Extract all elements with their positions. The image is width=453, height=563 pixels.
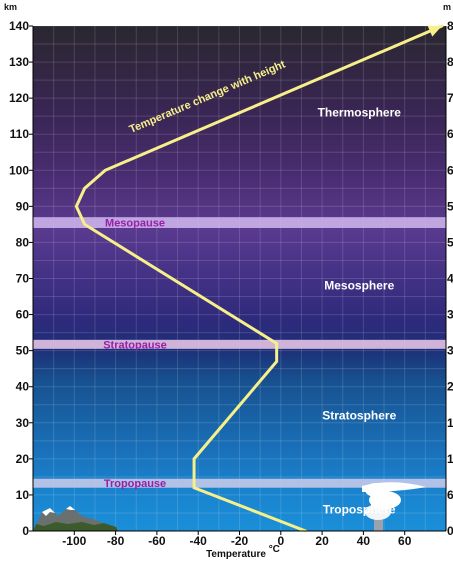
- right-axis-unit-label: m: [443, 2, 451, 12]
- forest-icon: [33, 522, 118, 531]
- x-axis-unit: °C: [269, 544, 280, 555]
- boundary-band-tropopause: [33, 478, 446, 488]
- right-tick-label: 0: [447, 524, 453, 538]
- y-tick-label: 60: [16, 308, 30, 322]
- y-tick-label: 90: [16, 199, 30, 213]
- x-tick-label: -20: [231, 534, 249, 548]
- right-tick-label: 62: [447, 163, 453, 177]
- right-tick-label: 75: [447, 91, 453, 105]
- right-tick-label: 37: [447, 308, 453, 322]
- y-tick-label: 100: [9, 163, 29, 177]
- right-tick-label: 25: [447, 380, 453, 394]
- y-tick-label: 30: [16, 416, 30, 430]
- arrow-head-icon: [427, 25, 442, 37]
- right-tick-label: 19: [447, 416, 453, 430]
- right-tick-label: 6: [447, 488, 453, 502]
- right-tick-label: 50: [447, 235, 453, 249]
- y-tick-label: 10: [16, 488, 30, 502]
- boundary-band-stratopause: [33, 339, 446, 349]
- y-tick-label: 110: [10, 127, 30, 141]
- ground-scenery: [33, 482, 426, 531]
- x-tick-label: -80: [107, 534, 125, 548]
- x-tick-label: 40: [357, 534, 371, 548]
- mountain-snow-icon: [42, 506, 75, 516]
- x-tick-label: 60: [398, 534, 412, 548]
- y-tick-label: 20: [16, 452, 30, 466]
- y-tick-label: 80: [16, 235, 30, 249]
- layer-label-thermosphere: Thermosphere: [318, 106, 402, 120]
- y-tick-label: 0: [22, 524, 29, 538]
- boundary-label-mesopause: Mesopause: [105, 218, 165, 230]
- atmospheric-boundaries: Tropopause Stratopause Mesopause: [33, 217, 446, 490]
- y-tick-label: 140: [9, 19, 29, 33]
- x-tick-label: 0: [277, 534, 284, 548]
- left-axis-unit-label: km: [4, 2, 17, 12]
- storm-cloud-icon: [362, 482, 426, 531]
- layer-label-mesosphere: Mesosphere: [324, 279, 394, 293]
- x-tick-label: 20: [315, 534, 329, 548]
- plot-background: [33, 26, 446, 531]
- right-tick-label: 56: [447, 199, 453, 213]
- labels: Troposphere Stratosphere Mesosphere Thermos…: [318, 106, 402, 517]
- right-tick-label: 31: [447, 344, 453, 358]
- y-tick-label: 40: [16, 380, 30, 394]
- right-tick-label: 81: [447, 55, 453, 69]
- right-tick-label: 43: [447, 272, 453, 286]
- grid: [32, 25, 447, 532]
- layer-label-troposphere: Troposphere: [323, 502, 396, 516]
- y-tick-label: 70: [16, 272, 30, 286]
- layer-label-stratosphere: Stratosphere: [322, 409, 396, 423]
- right-tick-label: 68: [447, 127, 453, 141]
- boundary-band-mesopause: [33, 217, 446, 228]
- right-tick-label: 87: [447, 19, 453, 33]
- x-tick-label: -100: [62, 534, 86, 548]
- boundary-label-tropopause: Tropopause: [104, 478, 166, 490]
- right-tick-label: 12: [447, 452, 453, 466]
- boundary-label-stratopause: Stratopause: [103, 339, 167, 351]
- y-tick-label: 50: [16, 344, 30, 358]
- x-tick-label: -60: [148, 534, 166, 548]
- y-tick-label: 130: [9, 55, 29, 69]
- y-tick-label: 120: [9, 91, 29, 105]
- temperature-profile-line: [74, 24, 444, 533]
- x-tick-label: -40: [190, 534, 208, 548]
